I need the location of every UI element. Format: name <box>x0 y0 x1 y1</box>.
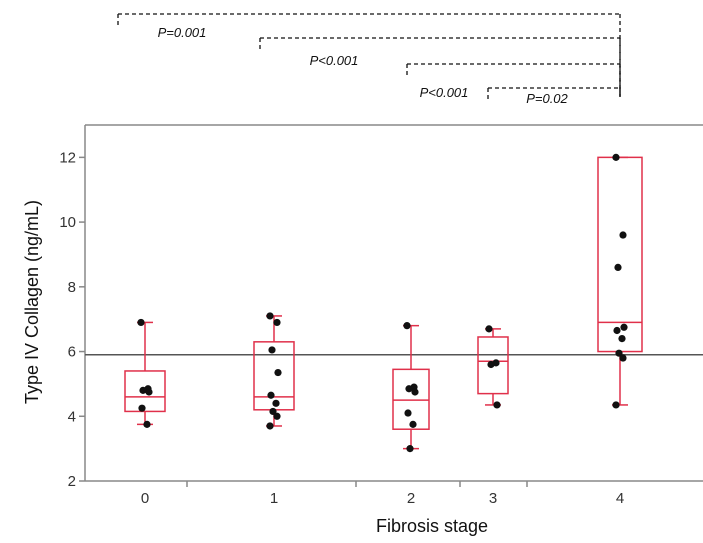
p-value-label: P<0.001 <box>420 85 469 100</box>
x-axis-title: Fibrosis stage <box>376 516 488 536</box>
data-point <box>266 312 274 320</box>
data-point <box>493 401 501 409</box>
x-tick-label: 0 <box>141 490 149 507</box>
y-tick-label: 2 <box>68 473 76 490</box>
boxplot-0 <box>124 318 166 428</box>
data-point <box>268 346 276 354</box>
iqr-box <box>477 336 509 395</box>
data-point <box>274 368 282 377</box>
data-point <box>406 445 414 453</box>
data-point <box>612 401 620 409</box>
data-point <box>139 386 147 394</box>
data-point <box>411 388 419 396</box>
bracket-3-4: P=0.02 <box>487 87 621 106</box>
data-point <box>409 420 417 428</box>
data-point <box>619 231 627 239</box>
x-tick-label: 2 <box>407 490 415 507</box>
y-tick-label: 10 <box>59 214 76 231</box>
data-point <box>614 263 622 271</box>
plot-frame <box>84 124 703 482</box>
p-value-label: P<0.001 <box>310 53 359 68</box>
p-value-label: P=0.001 <box>158 25 207 40</box>
y-axis-title: Type IV Collagen (ng/mL) <box>22 200 42 404</box>
boxplot-4 <box>597 153 643 409</box>
y-axis: 2 4 6 8 10 12 <box>59 149 85 490</box>
data-point <box>137 318 145 327</box>
data-point <box>143 420 151 428</box>
bracket-2-4: P<0.001 <box>406 63 621 100</box>
data-point <box>403 322 411 330</box>
significance-brackets: P=0.001 P<0.001 P<0.001 P=0.02 <box>117 13 621 106</box>
x-tick-label: 3 <box>489 490 497 507</box>
boxplot-3 <box>477 325 509 409</box>
x-axis: 0 1 2 3 4 <box>141 481 624 507</box>
data-point <box>269 407 277 416</box>
boxplot-2 <box>392 322 430 453</box>
y-tick-label: 4 <box>68 408 76 425</box>
data-point <box>619 354 627 362</box>
boxplots <box>124 153 643 453</box>
data-point <box>273 412 281 420</box>
data-point <box>487 360 495 369</box>
y-tick-label: 6 <box>68 344 76 361</box>
iqr-box <box>392 368 430 430</box>
x-tick-label: 4 <box>616 490 624 507</box>
y-tick-label: 8 <box>68 279 76 296</box>
data-point <box>615 349 623 357</box>
data-point <box>485 325 493 333</box>
data-point <box>613 326 621 335</box>
data-point <box>404 409 412 417</box>
data-point <box>272 399 280 407</box>
data-point <box>273 318 281 327</box>
bracket-0-4: P=0.001 <box>117 13 621 97</box>
data-point <box>267 391 275 399</box>
data-point <box>405 385 413 393</box>
p-value-label: P=0.02 <box>526 91 568 106</box>
data-point <box>138 404 146 412</box>
x-tick-label: 1 <box>270 490 278 507</box>
data-point <box>612 153 620 161</box>
y-tick-label: 12 <box>59 149 76 166</box>
data-point <box>620 323 628 331</box>
boxplot-1 <box>253 312 295 430</box>
data-point <box>266 422 274 430</box>
data-point <box>145 388 153 396</box>
iqr-box <box>124 370 166 413</box>
data-point <box>618 335 626 343</box>
